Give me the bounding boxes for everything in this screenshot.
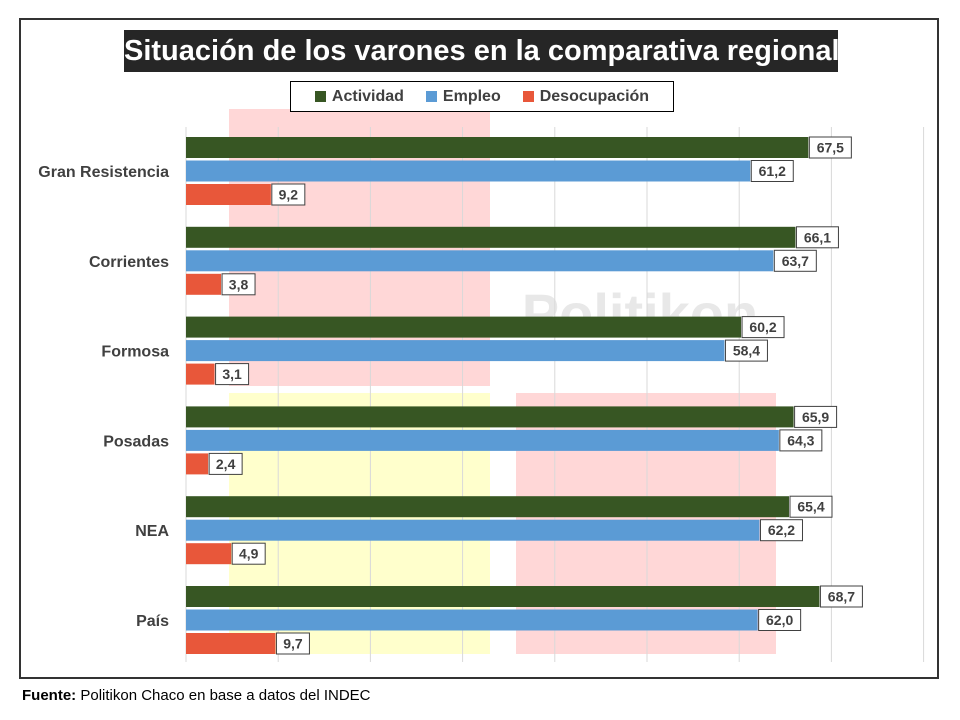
data-label-box [271,183,306,206]
data-label-box [773,249,817,272]
bar-actividad [186,226,796,248]
source-note: Fuente: Politikon Chaco en base a datos … [22,687,371,704]
data-label-box [808,136,852,159]
category-label: Posadas [103,433,169,450]
data-label-box [789,495,833,518]
legend: Actividad Empleo Desocupación [290,81,674,112]
source-text: Politikon Chaco en base a datos del INDE… [80,687,371,704]
bar-actividad [186,586,820,607]
data-label: 61,2 [759,163,786,179]
bar-empleo [186,250,774,272]
data-label: 63,7 [782,253,809,269]
bar-actividad [186,137,809,158]
data-label-box [741,316,785,339]
data-label-box [795,226,839,249]
data-label: 65,9 [802,409,829,425]
data-label: 9,2 [279,187,299,203]
category-label: País [136,613,169,630]
legend-swatch-desocupacion [522,91,534,102]
data-label-box [758,609,802,631]
data-label: 68,7 [828,589,855,605]
bar-actividad [186,406,794,428]
bar-empleo [186,609,758,631]
data-label: 67,5 [817,140,844,156]
legend-label-desocupacion: Desocupación [539,87,650,105]
data-label-box [819,585,863,608]
legend-label-actividad: Actividad [331,87,404,105]
data-label: 4,9 [239,546,259,562]
legend-swatch-empleo [425,91,437,102]
highlight-bands [229,109,776,654]
data-label-box [794,405,838,428]
chart-title: Situación de los varones en la comparati… [124,30,840,72]
data-label-box [779,429,823,452]
bar-empleo [186,429,779,451]
category-label: Corrientes [89,254,169,271]
data-label-box [231,542,266,565]
data-label-box [208,452,243,475]
bar-desocupacion [186,543,232,565]
legend-item-actividad: Actividad [314,87,404,106]
category-labels: Gran Resistencia Corrientes Formosa Posadas… [38,164,169,630]
data-label: 62,2 [768,522,795,538]
bars [186,137,820,654]
data-label: 2,4 [216,456,236,472]
bar-desocupacion [186,184,271,205]
legend-item-empleo: Empleo [425,87,501,106]
data-label: 60,2 [749,319,776,335]
legend-item-desocupacion: Desocupación [522,87,650,106]
data-label: 58,4 [733,343,760,359]
gridlines [185,127,925,662]
bar-actividad [186,496,789,518]
data-label: 9,7 [283,636,303,652]
bar-empleo [186,160,751,182]
data-label-box [759,519,803,542]
data-label: 62,0 [766,612,793,628]
data-label-box [215,363,250,386]
category-label: Gran Resistencia [38,164,169,181]
data-labels: 67,5 61,2 9,2 66,1 63,7 3,8 60,2 58,4 3,1 65,9 64,… [208,136,863,655]
data-label: 66,1 [804,229,831,245]
data-label: 65,4 [797,499,824,515]
data-label-box [221,273,256,296]
data-label: 64,3 [787,432,814,448]
data-label-box [750,160,794,182]
bar-desocupacion [186,273,222,295]
bar-actividad [186,316,742,338]
data-label-box [724,339,768,362]
bar-empleo [186,340,725,362]
bar-desocupacion [186,633,276,654]
category-label: NEA [135,523,169,540]
source-label: Fuente: [22,687,77,704]
data-label: 3,1 [222,366,242,382]
data-label-box [275,632,310,655]
legend-swatch-actividad [314,91,326,102]
bar-empleo [186,519,760,541]
bar-desocupacion [186,363,215,385]
legend-label-empleo: Empleo [442,87,501,105]
bar-desocupacion [186,453,209,475]
category-label: Formosa [101,344,169,361]
data-label: 3,8 [229,276,249,292]
